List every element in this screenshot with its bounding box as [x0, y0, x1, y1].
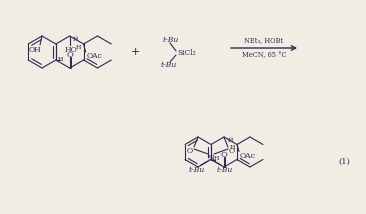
Text: OAc: OAc — [87, 52, 102, 60]
Text: HO: HO — [64, 46, 77, 54]
Text: O: O — [229, 147, 235, 155]
Text: H̅: H̅ — [227, 138, 233, 143]
Text: O: O — [187, 147, 193, 155]
Text: NEt₃, HOBt: NEt₃, HOBt — [244, 36, 284, 44]
Text: H̅: H̅ — [73, 37, 78, 42]
Text: OAc: OAc — [240, 152, 256, 159]
Text: H: H — [76, 45, 81, 49]
Text: t-Bu: t-Bu — [161, 61, 177, 69]
Text: O: O — [66, 51, 73, 59]
Text: H: H — [213, 156, 219, 161]
Text: O: O — [221, 151, 227, 159]
Text: SiCl₂: SiCl₂ — [177, 49, 196, 57]
Text: H: H — [229, 145, 235, 150]
Text: t-Bu: t-Bu — [163, 36, 179, 44]
Text: OH: OH — [29, 46, 41, 54]
Text: t-Bu: t-Bu — [217, 166, 233, 174]
Text: +: + — [130, 47, 140, 57]
Text: H: H — [58, 56, 64, 61]
Text: (1): (1) — [338, 158, 350, 166]
Text: MeCN, 65 °C: MeCN, 65 °C — [242, 51, 286, 59]
Text: Si: Si — [207, 154, 215, 162]
Text: t-Bu: t-Bu — [189, 166, 205, 174]
